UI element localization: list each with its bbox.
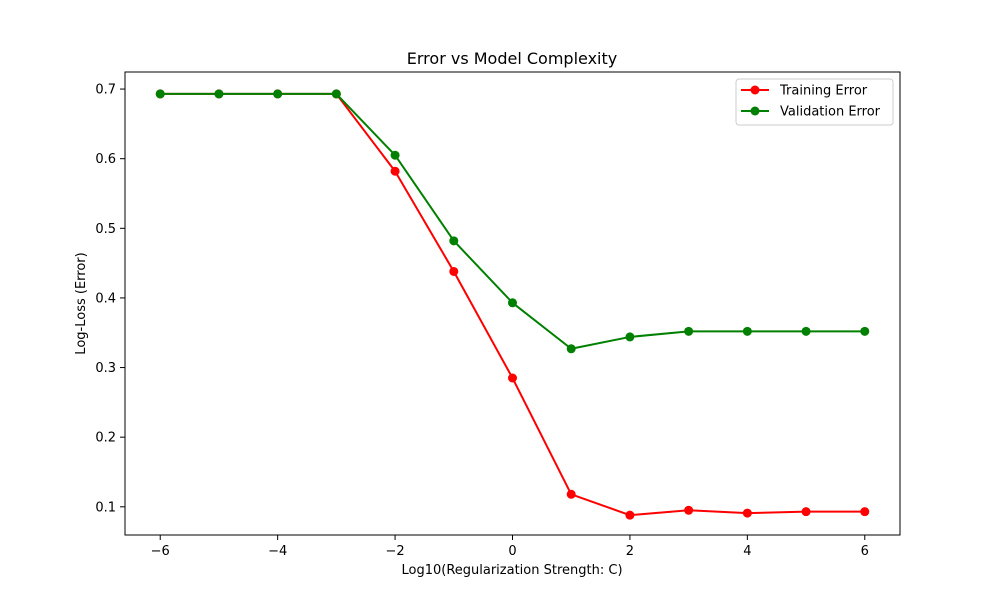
series-layer [155, 89, 870, 520]
chart-title: Error vs Model Complexity [407, 49, 617, 68]
legend-box [735, 78, 894, 126]
data-point-validation-error [508, 298, 517, 308]
data-point-training-error [566, 489, 576, 499]
x-tick-label: −6 [151, 544, 170, 559]
y-axis-label: Log-Loss (Error) [74, 252, 89, 354]
y-tick-label: 0.3 [95, 361, 116, 376]
data-point-validation-error [801, 326, 811, 336]
legend-label: Validation Error [780, 105, 881, 120]
y-tick-label: 0.4 [95, 291, 116, 306]
data-point-training-error [449, 266, 459, 276]
data-point-training-error [684, 505, 694, 515]
data-point-validation-error [155, 89, 165, 99]
series-validation-error [155, 89, 870, 354]
legend: Training Error Validation Error [735, 78, 894, 126]
legend-marker [750, 106, 760, 116]
data-point-validation-error [390, 150, 400, 160]
legend-item: Validation Error [741, 105, 881, 120]
data-point-validation-error [449, 236, 459, 246]
data-point-training-error [860, 507, 870, 517]
data-point-validation-error [331, 89, 341, 99]
y-tick-label: 0.2 [95, 431, 116, 446]
data-point-validation-error [860, 326, 870, 336]
data-point-validation-error [684, 326, 694, 336]
y-tick-label: 0.1 [95, 500, 116, 515]
y-tick-label: 0.7 [95, 83, 116, 98]
data-point-validation-error [214, 89, 224, 99]
legend-item: Training Error [741, 84, 868, 99]
x-tick-label: 6 [861, 544, 869, 559]
x-axis: −6 −4 −2 0 2 4 6 [151, 535, 869, 559]
x-tick-label: −2 [385, 544, 404, 559]
x-tick-label: 4 [743, 544, 751, 559]
data-point-validation-error [742, 326, 752, 336]
data-point-training-error [508, 373, 517, 383]
data-point-validation-error [273, 89, 283, 99]
x-tick-label: −4 [268, 544, 287, 559]
y-tick-label: 0.5 [95, 222, 116, 237]
data-point-training-error [390, 166, 400, 176]
data-point-validation-error [566, 344, 576, 354]
y-axis: 0.1 0.2 0.3 0.4 0.5 0.6 0.7 [95, 83, 125, 515]
legend-label: Training Error [779, 84, 868, 99]
data-point-training-error [742, 508, 752, 518]
x-axis-label: Log10(Regularization Strength: C) [401, 563, 622, 578]
data-point-validation-error [625, 332, 635, 342]
x-tick-label: 2 [626, 544, 634, 559]
legend-marker [750, 85, 760, 95]
data-point-training-error [625, 510, 635, 520]
data-point-training-error [801, 507, 811, 517]
y-tick-label: 0.6 [95, 152, 116, 167]
x-tick-label: 0 [508, 544, 516, 559]
